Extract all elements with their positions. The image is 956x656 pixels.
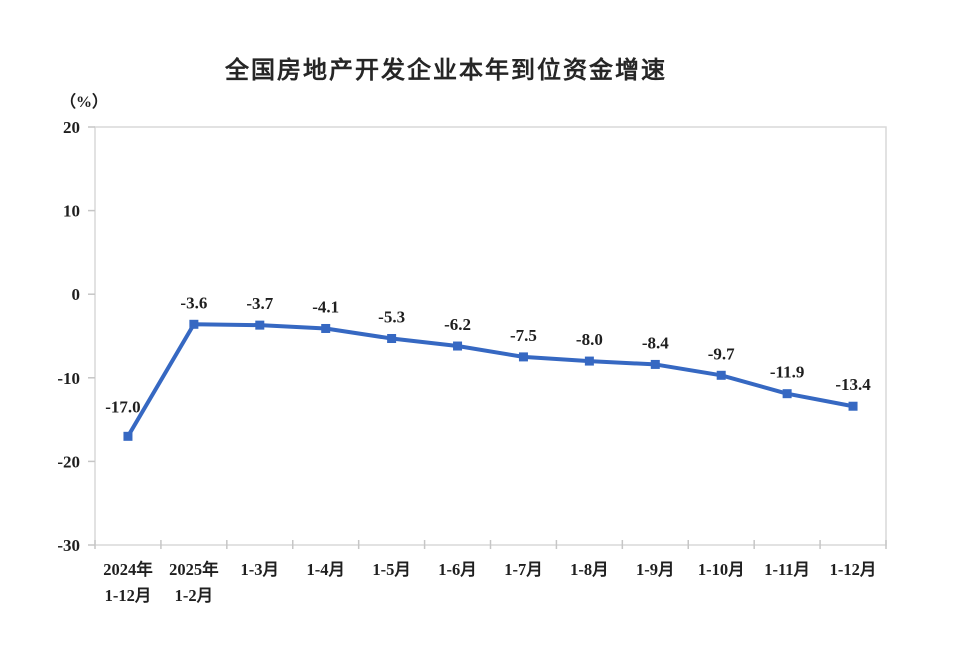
x-axis-category-label: 1-7月 [504, 560, 543, 579]
data-point-label: -6.2 [444, 315, 471, 334]
x-axis-category-label: 2024年 1-12月 [103, 559, 153, 605]
y-axis-tick-label: -10 [57, 369, 80, 388]
data-point-label: -4.1 [312, 297, 339, 316]
data-point-marker [518, 352, 528, 362]
data-point-marker [321, 323, 331, 333]
data-point-marker [453, 341, 463, 351]
y-axis-tick-label: 10 [63, 202, 80, 221]
x-axis-category-label: 1-5月 [372, 560, 411, 579]
data-point-label: -8.4 [642, 333, 669, 352]
series-line [125, 322, 856, 439]
x-axis-category-label: 1-10月 [698, 560, 745, 579]
data-point-label: -17.0 [105, 397, 140, 416]
data-point-label: -13.4 [835, 375, 871, 394]
data-point-marker [387, 334, 397, 344]
data-point-marker [189, 319, 199, 329]
data-point-marker [716, 370, 726, 380]
data-point-marker [782, 389, 792, 399]
data-point-marker [123, 431, 133, 441]
data-point-marker [584, 356, 594, 366]
y-axis-tick-label: -30 [57, 536, 80, 555]
y-axis-tick-label: 0 [72, 285, 81, 304]
data-point-marker [255, 320, 265, 330]
data-point-label: -8.0 [576, 330, 603, 349]
y-axis-tick-label: 20 [63, 118, 80, 137]
data-point-label: -9.7 [708, 344, 735, 363]
data-point-marker [650, 359, 660, 369]
x-axis-category-label: 1-4月 [306, 560, 345, 579]
y-axis-tick-label: -20 [57, 452, 80, 471]
data-point-label: -3.7 [246, 294, 273, 313]
data-point-label: -7.5 [510, 326, 537, 345]
data-point-label: -5.3 [378, 308, 405, 327]
data-point-label: -3.6 [180, 293, 207, 312]
x-axis-category-label: 1-11月 [764, 560, 810, 579]
plot-border [94, 126, 887, 546]
data-point-marker [848, 401, 858, 411]
x-axis-category-label: 1-8月 [570, 560, 609, 579]
x-axis-category-label: 1-12月 [830, 560, 877, 579]
chart-title: 全国房地产开发企业本年到位资金增速 [225, 56, 667, 84]
data-point-label: -11.9 [770, 363, 804, 382]
x-axis-category-label: 1-3月 [241, 560, 280, 579]
x-axis-category-label: 1-9月 [636, 560, 675, 579]
y-axis-unit-label: （%） [60, 94, 109, 111]
x-axis-category-label: 2025年 1-2月 [169, 559, 219, 605]
x-axis-category-label: 1-6月 [438, 560, 477, 579]
